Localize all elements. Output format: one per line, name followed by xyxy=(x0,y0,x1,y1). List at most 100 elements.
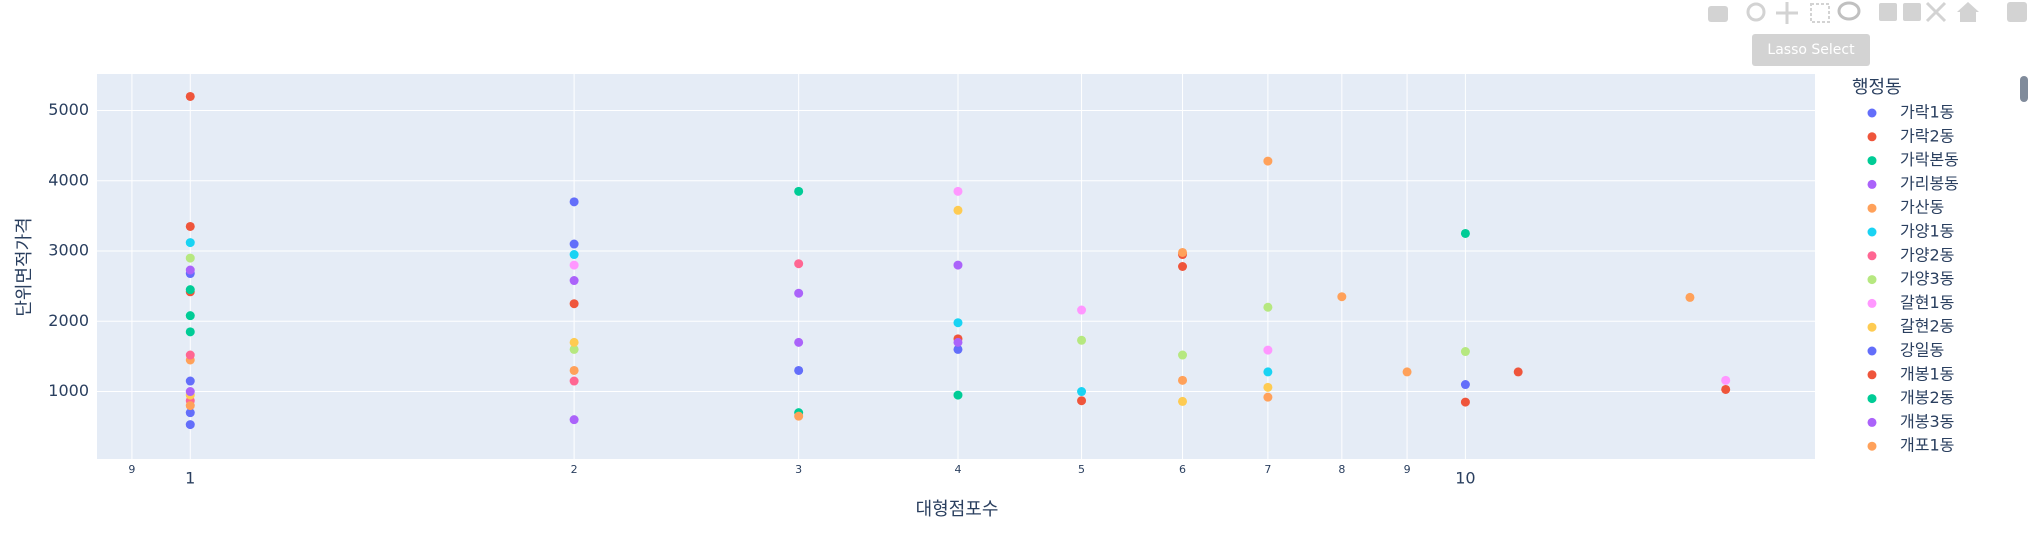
point xyxy=(1263,156,1273,166)
camera-icon[interactable] xyxy=(1708,6,1728,22)
x-tick-label: 2 xyxy=(571,463,578,476)
y-tick-label: 1000 xyxy=(48,381,89,400)
point xyxy=(1460,380,1470,390)
point xyxy=(185,285,195,295)
legend-marker xyxy=(1867,346,1877,356)
point xyxy=(185,238,195,248)
point xyxy=(794,288,804,298)
x-axis-title: 대형점포수 xyxy=(916,499,999,520)
x-tick-label: 8 xyxy=(1338,463,1345,476)
point xyxy=(794,337,804,347)
series xyxy=(185,205,1273,406)
point xyxy=(794,365,804,375)
point xyxy=(185,387,195,397)
point xyxy=(1077,396,1087,406)
point xyxy=(1721,375,1731,385)
legend-label: 개포1동 xyxy=(1900,436,1954,455)
point xyxy=(1337,292,1347,302)
box-select-icon[interactable] xyxy=(1810,3,1830,23)
y-tick-label: 2000 xyxy=(48,311,89,330)
autoscale-icon[interactable] xyxy=(1925,1,1947,23)
point xyxy=(185,420,195,430)
legend-label: 가산동 xyxy=(1900,198,1944,217)
tooltip: Lasso Select xyxy=(1767,42,1855,58)
legend-label: 개봉1동 xyxy=(1900,364,1954,383)
pan-icon[interactable] xyxy=(1776,2,1798,24)
point xyxy=(1077,335,1087,345)
legend-label: 가양2동 xyxy=(1900,245,1954,264)
y-tick-label: 3000 xyxy=(48,241,89,260)
point xyxy=(569,376,579,386)
legend-marker xyxy=(1867,417,1877,427)
series xyxy=(185,238,1273,397)
point xyxy=(185,408,195,418)
point xyxy=(1263,302,1273,312)
zoom-icon[interactable] xyxy=(1746,2,1766,22)
legend-marker xyxy=(1867,179,1877,189)
point xyxy=(794,411,804,421)
point xyxy=(569,415,579,425)
point xyxy=(1513,367,1523,377)
legend-marker xyxy=(1867,227,1877,237)
point xyxy=(185,221,195,231)
point xyxy=(185,401,195,411)
legend-label: 개봉3동 xyxy=(1900,412,1954,431)
point xyxy=(569,239,579,249)
series xyxy=(185,247,1412,421)
point xyxy=(794,259,804,269)
point xyxy=(569,197,579,207)
legend-marker xyxy=(1867,132,1877,142)
lasso-icon[interactable] xyxy=(1837,1,1861,21)
legend-label: 가양3동 xyxy=(1900,269,1954,288)
point xyxy=(1460,347,1470,357)
legend-label: 가락본동 xyxy=(1900,150,1959,169)
legend-scrollbar[interactable] xyxy=(2020,76,2028,102)
y-tick-label: 4000 xyxy=(48,170,89,189)
point xyxy=(953,337,963,347)
series xyxy=(185,91,1087,406)
point xyxy=(1263,382,1273,392)
point xyxy=(1402,367,1412,377)
x-tick-label: 10 xyxy=(1455,469,1475,488)
legend-label: 가락1동 xyxy=(1900,103,1954,122)
point xyxy=(953,260,963,270)
series xyxy=(569,186,1731,385)
x-tick-label: 9 xyxy=(1404,463,1411,476)
legend-label: 갈현2동 xyxy=(1900,317,1954,336)
zoom-out-icon[interactable] xyxy=(1903,3,1921,21)
point xyxy=(1178,375,1188,385)
y-axis-title: 단위면적가격 xyxy=(14,217,35,316)
point xyxy=(569,250,579,260)
legend-marker xyxy=(1867,370,1877,380)
series xyxy=(185,156,1695,375)
point xyxy=(569,276,579,286)
tooltip-box xyxy=(1752,34,1870,66)
point xyxy=(185,350,195,360)
legend-label: 강일동 xyxy=(1900,341,1944,360)
series xyxy=(185,186,1470,337)
point xyxy=(1263,345,1273,355)
legend-marker xyxy=(1867,108,1877,118)
point xyxy=(1685,292,1695,302)
zoom-in-icon[interactable] xyxy=(1879,3,1897,21)
x-tick-label: 7 xyxy=(1264,463,1271,476)
point xyxy=(1721,384,1731,394)
legend-marker xyxy=(1867,156,1877,166)
legend-label: 개봉2동 xyxy=(1900,388,1954,407)
point xyxy=(1178,247,1188,257)
point xyxy=(953,390,963,400)
point xyxy=(185,376,195,386)
point xyxy=(953,318,963,328)
legend-marker xyxy=(1867,394,1877,404)
legend-marker xyxy=(1867,251,1877,261)
legend-marker xyxy=(1867,322,1877,332)
plotly-icon[interactable] xyxy=(2007,2,2027,22)
series xyxy=(185,197,963,430)
point xyxy=(185,311,195,321)
point xyxy=(953,205,963,215)
point xyxy=(185,253,195,263)
reset-icon[interactable] xyxy=(1957,2,1979,22)
point xyxy=(569,260,579,270)
series xyxy=(185,253,1470,360)
